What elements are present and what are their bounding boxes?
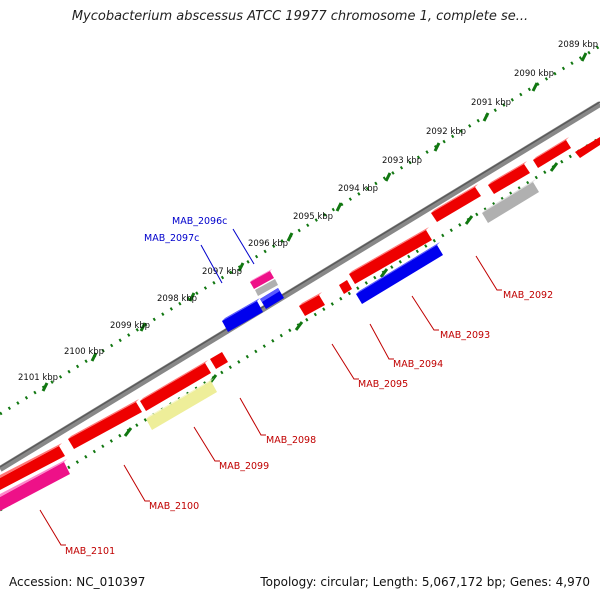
gene-block-MAB_2097c[interactable] — [222, 288, 284, 332]
kbp-label: 2099 kbp — [110, 321, 150, 331]
gene-label-MAB_2098[interactable]: MAB_2098 — [266, 435, 316, 446]
gene-block[interactable] — [533, 137, 571, 168]
kbp-label: 2097 kbp — [202, 267, 242, 277]
gene-block-MAB_2092[interactable] — [431, 184, 481, 222]
gene-block-MAB_2101[interactable] — [0, 443, 70, 511]
gene-block[interactable] — [575, 137, 600, 158]
gene-block-MAB_2098[interactable] — [210, 352, 228, 369]
gene-block[interactable] — [488, 161, 530, 194]
kbp-label: 2096 kbp — [248, 239, 288, 249]
gene-label-MAB_2093[interactable]: MAB_2093 — [440, 330, 490, 341]
gene-leader-lines — [39, 228, 502, 546]
kbp-label: 2090 kbp — [514, 69, 554, 79]
gene-label-MAB_2097c[interactable]: MAB_2097c — [144, 233, 199, 244]
genome-stats-text: Topology: circular; Length: 5,067,172 bp… — [260, 575, 590, 589]
chromosome-backbone — [0, 101, 600, 472]
kbp-label: 2091 kbp — [471, 98, 511, 108]
kbp-label: 2098 kbp — [157, 294, 197, 304]
gene-label-MAB_2095[interactable]: MAB_2095 — [358, 379, 408, 390]
gene-label-MAB_2096c[interactable]: MAB_2096c — [172, 216, 227, 227]
gene-block-gray[interactable] — [482, 179, 539, 223]
kbp-label: 2095 kbp — [293, 212, 333, 222]
kbp-label: 2101 kbp — [18, 373, 58, 383]
kbp-label: 2100 kbp — [64, 347, 104, 357]
gene-label-MAB_2099[interactable]: MAB_2099 — [219, 461, 269, 472]
kbp-label: 2093 kbp — [382, 156, 422, 166]
gene-block-MAB_2094[interactable] — [356, 242, 443, 304]
gene-features[interactable] — [0, 137, 600, 511]
kbp-label: 2089 kbp — [558, 40, 598, 50]
gene-label-MAB_2094[interactable]: MAB_2094 — [393, 359, 443, 370]
gene-block-MAB_2095[interactable] — [299, 292, 325, 316]
gene-block-MAB_2100[interactable] — [68, 399, 142, 449]
gene-block-MAB_2096c[interactable] — [250, 269, 278, 296]
gene-block-MAB_2093[interactable] — [349, 227, 432, 284]
gene-label-MAB_2100[interactable]: MAB_2100 — [149, 501, 199, 512]
gene-block-small[interactable] — [339, 280, 352, 294]
gene-block-MAB_2099[interactable] — [140, 360, 217, 430]
kbp-label: 2094 kbp — [338, 184, 378, 194]
map-title: Mycobacterium abscessus ATCC 19977 chrom… — [71, 9, 529, 24]
outer-scale-ring — [0, 44, 600, 416]
gene-label-MAB_2092[interactable]: MAB_2092 — [503, 290, 553, 301]
gene-label-MAB_2101[interactable]: MAB_2101 — [65, 546, 115, 557]
outer-major-ticks — [41, 52, 588, 392]
kbp-label: 2092 kbp — [426, 127, 466, 137]
accession-text: Accession: NC_010397 — [9, 575, 146, 589]
